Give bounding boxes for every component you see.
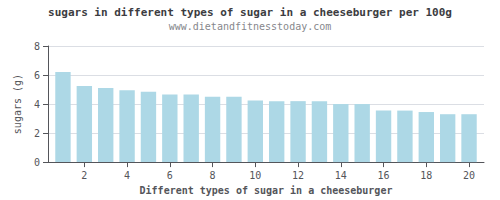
svg-text:16: 16 <box>378 170 390 181</box>
svg-text:20: 20 <box>463 170 475 181</box>
svg-text:4: 4 <box>34 99 40 110</box>
svg-text:12: 12 <box>292 170 304 181</box>
svg-text:6: 6 <box>34 70 40 81</box>
svg-text:sugars (g): sugars (g) <box>12 74 23 134</box>
svg-text:8: 8 <box>210 170 216 181</box>
svg-text:10: 10 <box>249 170 261 181</box>
svg-text:2: 2 <box>81 170 87 181</box>
svg-text:www.dietandfitnesstoday.com: www.dietandfitnesstoday.com <box>169 21 332 32</box>
svg-text:Different types of sugar in a: Different types of sugar in a cheeseburg… <box>140 185 393 196</box>
svg-text:6: 6 <box>167 170 173 181</box>
svg-text:8: 8 <box>34 41 40 52</box>
svg-text:2: 2 <box>34 128 40 139</box>
svg-text:4: 4 <box>124 170 130 181</box>
svg-text:14: 14 <box>335 170 347 181</box>
svg-text:sugars in different types of s: sugars in different types of sugar in a … <box>48 6 452 19</box>
svg-text:18: 18 <box>420 170 432 181</box>
svg-text:0: 0 <box>34 157 40 168</box>
